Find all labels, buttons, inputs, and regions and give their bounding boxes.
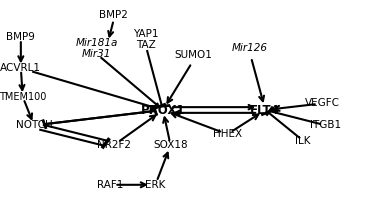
Text: ERK: ERK bbox=[145, 180, 166, 190]
Text: BMP2: BMP2 bbox=[99, 10, 128, 20]
Text: YAP1
TAZ: YAP1 TAZ bbox=[133, 29, 159, 50]
Text: TMEM100: TMEM100 bbox=[0, 92, 46, 102]
Text: FLT4: FLT4 bbox=[251, 103, 280, 117]
Text: NR2F2: NR2F2 bbox=[97, 140, 131, 150]
Text: ILK: ILK bbox=[296, 136, 311, 146]
Text: SOX18: SOX18 bbox=[153, 140, 188, 150]
Text: Mir181a
Mir31: Mir181a Mir31 bbox=[75, 38, 118, 59]
Text: PROX1: PROX1 bbox=[141, 103, 185, 117]
Text: BMP9: BMP9 bbox=[6, 32, 35, 42]
Text: VEGFC: VEGFC bbox=[305, 98, 340, 108]
Text: Mir126: Mir126 bbox=[232, 43, 268, 53]
Text: NOTCH: NOTCH bbox=[16, 120, 52, 130]
Text: ITGB1: ITGB1 bbox=[310, 120, 341, 130]
Text: HHEX: HHEX bbox=[213, 129, 242, 139]
Text: RAF1: RAF1 bbox=[97, 180, 123, 190]
Text: SUMO1: SUMO1 bbox=[174, 50, 212, 60]
Text: ACVRL1: ACVRL1 bbox=[0, 63, 41, 73]
